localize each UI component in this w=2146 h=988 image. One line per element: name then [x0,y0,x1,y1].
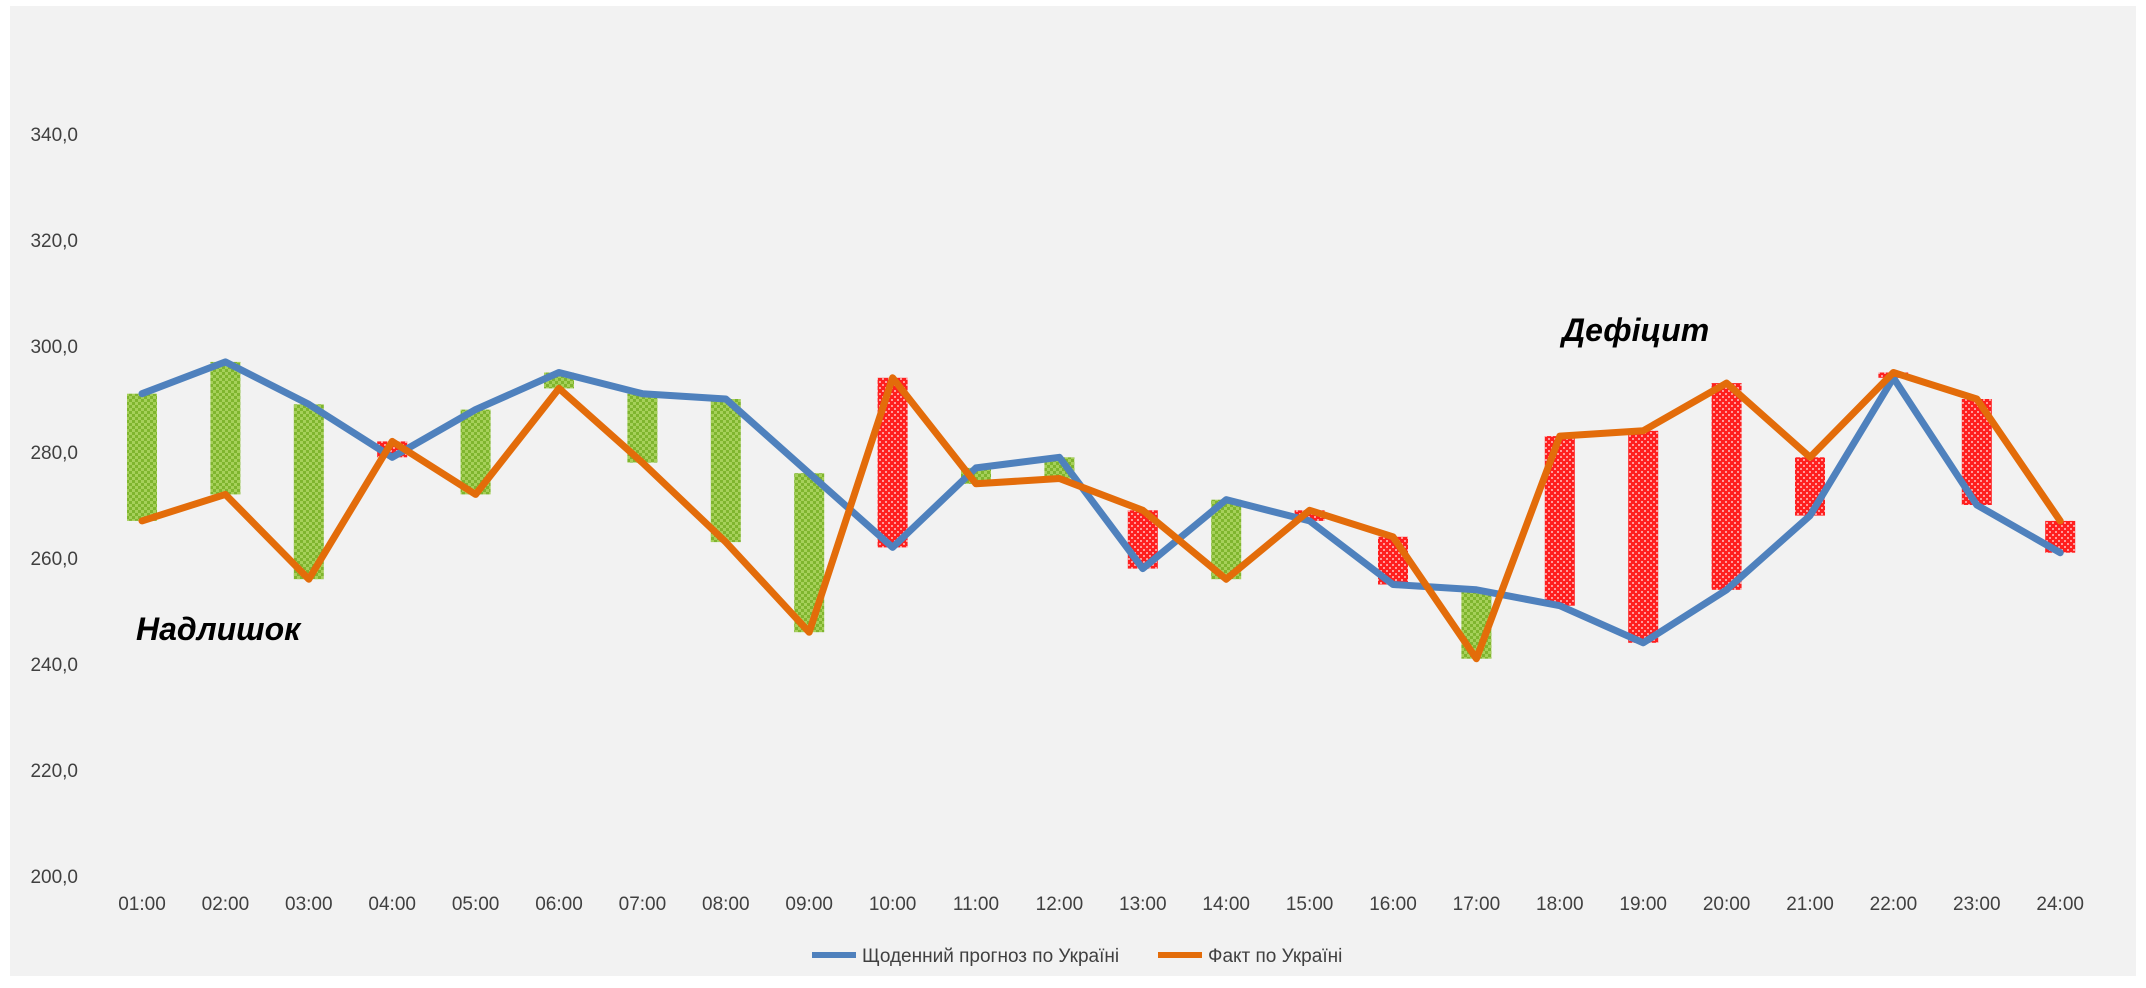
x-tick-label: 24:00 [2036,894,2084,915]
x-tick-label: 15:00 [1286,894,1334,915]
x-tick-label: 14:00 [1202,894,1250,915]
legend-label: Факт по Україні [1208,946,1342,967]
y-tick-label: 200,0 [30,867,78,888]
x-tick-label: 11:00 [953,894,999,915]
x-tick-label: 16:00 [1369,894,1417,915]
x-tick-label: 13:00 [1119,894,1167,915]
x-tick-label: 19:00 [1619,894,1667,915]
surplus-bar [1211,499,1242,580]
y-tick-label: 220,0 [30,761,78,782]
y-tick-label: 260,0 [30,549,78,570]
surplus-bar [710,399,741,543]
surplus-bar [127,393,157,521]
surplus-bar [293,404,324,580]
annotation-deficit: Дефіцит [1559,312,1709,348]
annotation-surplus: Надлишок [136,611,302,647]
surplus-bar [210,361,241,495]
x-tick-label: 23:00 [1953,894,2001,915]
x-tick-label: 18:00 [1536,894,1584,915]
legend: Щоденний прогноз по Україні Факт по Украї… [812,946,1342,967]
y-tick-label: 320,0 [30,231,78,252]
x-tick-label: 22:00 [1870,894,1918,915]
x-tick-label: 21:00 [1786,894,1834,915]
y-tick-label: 300,0 [30,337,78,358]
x-tick-label: 20:00 [1703,894,1751,915]
series-line-forecast [138,358,2064,647]
x-tick-label: 05:00 [452,894,500,915]
x-tick-label: 12:00 [1036,894,1084,915]
y-tick-label: 340,0 [30,125,78,146]
deficit-bar [1628,430,1659,643]
deficit-bar [1294,510,1325,521]
legend-item: Факт по Україні [1158,946,1342,967]
deficit-bar [1711,383,1742,590]
x-tick-label: 02:00 [202,894,250,915]
x-tick-label: 06:00 [535,894,583,915]
x-tick-label: 01:00 [118,894,166,915]
x-tick-label: 08:00 [702,894,750,915]
y-axis: 200,0 220,0 240,0 260,0 280,0 300,0 320,0 340,0 [30,125,78,888]
x-tick-label: 03:00 [285,894,333,915]
y-tick-label: 240,0 [30,655,78,676]
x-tick-label: 09:00 [785,894,833,915]
x-tick-label: 10:00 [869,894,917,915]
series-line-fact [138,369,2064,663]
x-tick-label: 17:00 [1453,894,1501,915]
x-axis: 01:00 02:00 03:00 04:00 05:00 06:00 07:00 08:00… [118,894,2084,915]
x-tick-label: 07:00 [619,894,667,915]
difference-bars [127,361,2076,659]
x-tick-label: 04:00 [368,894,416,915]
legend-item: Щоденний прогноз по Україні [812,946,1119,967]
deficit-bar [1795,457,1825,516]
y-tick-label: 280,0 [30,443,78,464]
series-lines [138,358,2064,663]
legend-label: Щоденний прогноз по Україні [862,946,1119,967]
